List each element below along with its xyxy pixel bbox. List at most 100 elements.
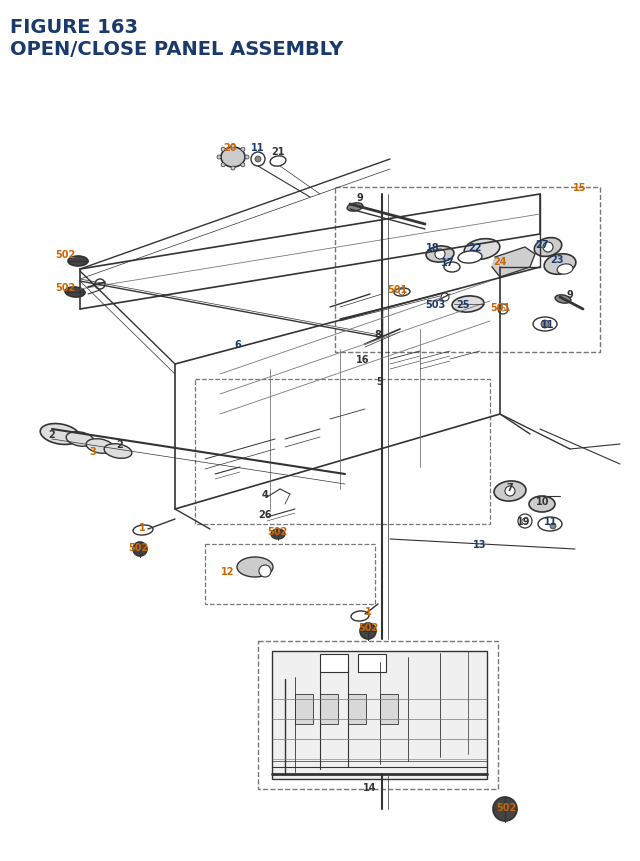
Ellipse shape [221,148,245,168]
Text: 7: 7 [507,482,513,492]
Ellipse shape [538,517,562,531]
Ellipse shape [40,424,80,445]
Text: 8: 8 [374,330,381,339]
Bar [195,380,490,524]
Ellipse shape [347,203,363,212]
Ellipse shape [464,239,500,260]
Text: 12: 12 [221,567,235,576]
Ellipse shape [555,295,571,304]
Ellipse shape [529,497,555,512]
Circle shape [231,145,235,149]
Bar [335,188,600,353]
Text: 13: 13 [473,539,487,549]
Circle shape [231,167,235,170]
Ellipse shape [86,439,114,454]
Ellipse shape [68,257,88,267]
Ellipse shape [557,264,573,275]
Ellipse shape [66,432,94,447]
Ellipse shape [494,481,526,501]
Bar [348,694,366,724]
Text: 27: 27 [535,239,548,250]
Bar [380,694,398,724]
Circle shape [541,320,549,329]
Circle shape [251,152,265,167]
Circle shape [241,148,245,152]
Ellipse shape [444,263,460,273]
Ellipse shape [104,444,132,459]
Text: 11: 11 [544,517,557,526]
Text: 24: 24 [493,257,507,267]
Circle shape [435,250,445,260]
Ellipse shape [351,611,369,622]
Circle shape [259,566,271,578]
Text: 14: 14 [364,782,377,792]
Text: 11: 11 [252,143,265,152]
Circle shape [501,307,505,312]
Text: 11: 11 [541,319,555,330]
Circle shape [245,156,249,160]
Bar [295,694,313,724]
Text: 6: 6 [235,339,241,350]
Bar [258,641,498,789]
Text: 502: 502 [55,250,75,260]
Bar [320,694,338,724]
Text: 2: 2 [116,439,124,449]
Circle shape [95,280,105,289]
Ellipse shape [237,557,273,578]
Text: 18: 18 [426,243,440,253]
Text: 1: 1 [365,606,371,616]
Text: OPEN/CLOSE PANEL ASSEMBLY: OPEN/CLOSE PANEL ASSEMBLY [10,40,343,59]
Ellipse shape [426,246,454,263]
Text: 22: 22 [468,243,482,253]
Text: 502: 502 [128,542,148,553]
Text: 502: 502 [496,802,516,812]
Ellipse shape [133,542,147,556]
Circle shape [505,486,515,497]
Text: 19: 19 [517,517,531,526]
Text: FIGURE 163: FIGURE 163 [10,18,138,37]
Bar [272,651,487,779]
Text: 2: 2 [49,430,56,439]
Circle shape [221,164,225,168]
Circle shape [550,523,556,530]
Text: 4: 4 [262,489,268,499]
Circle shape [522,518,528,524]
Ellipse shape [133,525,153,536]
Bar [205,544,375,604]
Circle shape [221,148,225,152]
Text: 3: 3 [90,447,97,456]
Ellipse shape [544,255,576,275]
Text: 21: 21 [271,147,285,157]
Circle shape [518,514,532,529]
Circle shape [441,294,449,301]
Ellipse shape [271,530,285,539]
Text: 20: 20 [223,143,237,152]
Text: 9: 9 [356,193,364,202]
Text: 23: 23 [550,255,564,264]
Circle shape [217,156,221,160]
Text: 502: 502 [55,282,75,293]
Ellipse shape [458,251,482,263]
Polygon shape [492,248,535,278]
Text: 501: 501 [490,303,510,313]
Text: 5: 5 [376,376,383,387]
Ellipse shape [452,296,484,313]
Circle shape [399,289,405,295]
Text: 503: 503 [425,300,445,310]
Text: 9: 9 [566,289,573,300]
Text: 15: 15 [573,183,587,193]
Ellipse shape [270,157,286,167]
Text: 26: 26 [259,510,272,519]
Text: 1: 1 [139,523,145,532]
Circle shape [255,157,261,163]
Text: 502: 502 [358,623,378,632]
Text: 501: 501 [387,285,407,294]
Ellipse shape [65,288,85,298]
Circle shape [241,164,245,168]
Bar [358,654,386,672]
Ellipse shape [360,623,376,639]
Text: 17: 17 [441,257,455,268]
Ellipse shape [533,318,557,331]
Circle shape [498,305,508,314]
Bar [320,654,348,672]
